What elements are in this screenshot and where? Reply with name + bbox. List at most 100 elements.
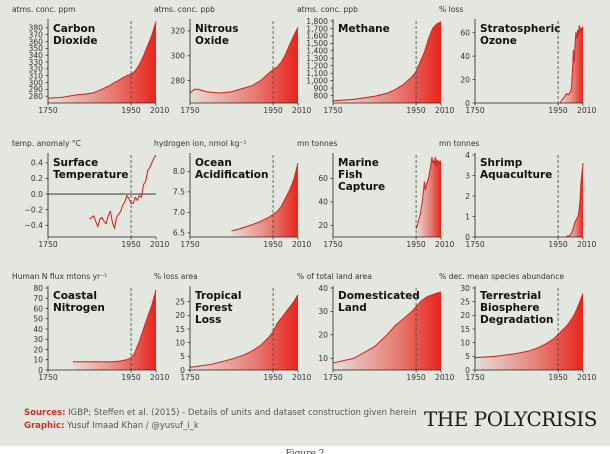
- x-tick-label: 2010: [577, 373, 596, 382]
- y-tick-label: 7.5: [173, 188, 185, 197]
- y-tick-label: 7.0: [173, 208, 185, 217]
- y-tick-label: 1,100: [306, 69, 328, 78]
- x-tick-label: 2010: [435, 373, 454, 382]
- y-tick-label: 0: [465, 233, 470, 242]
- y-tick-label: 15: [175, 325, 185, 334]
- y-tick-label: 1,300: [306, 54, 328, 63]
- chart-1: atms. conc. ppm2802903003103203303403503…: [12, 5, 169, 115]
- series-line: [47, 21, 157, 99]
- y-tick-label: 370: [29, 30, 44, 39]
- y-tick-label: 0.4: [31, 159, 43, 168]
- y-tick-label: 280: [171, 76, 186, 85]
- x-tick-label: 1950: [548, 106, 567, 115]
- series-area: [566, 163, 583, 237]
- x-tick-label: 1750: [323, 373, 342, 382]
- x-tick-label: 1950: [121, 373, 140, 382]
- unit-label: temp. anomaly °C: [12, 139, 81, 148]
- x-tick-label: 1950: [263, 106, 282, 115]
- y-tick-label: 15: [460, 325, 470, 334]
- graphic-text: Yusuf Imaad Khan / @yusuf_i_k: [67, 421, 199, 431]
- chart-title: Ocean Acidification: [195, 157, 268, 181]
- y-tick-label: 1,200: [306, 62, 328, 71]
- y-tick-label: 800: [314, 91, 329, 100]
- sources-label: Sources:: [24, 408, 66, 418]
- y-tick-label: 70: [33, 294, 43, 303]
- unit-label: % of total land area: [297, 272, 372, 281]
- y-tick-label: 0: [465, 99, 470, 108]
- x-tick-label: 1950: [121, 106, 140, 115]
- x-tick-label: 2010: [150, 240, 169, 249]
- y-tick-label: 30: [460, 284, 470, 293]
- chart-title: Terrestrial Biosphere Degradation: [480, 290, 554, 326]
- chart-8: mn tonnes 0 1 2 3 4 1750 1950 2010 Shrimp Aquacult…: [439, 139, 596, 249]
- y-tick-label: 20: [460, 311, 470, 320]
- series-line: [332, 291, 442, 364]
- y-tick-label: 350: [29, 44, 44, 53]
- y-tick-label: −0.2: [25, 205, 44, 214]
- y-tick-label: 1,500: [306, 39, 328, 48]
- series-line: [89, 154, 157, 229]
- y-tick-label: 10: [318, 354, 328, 363]
- x-tick-label: 1750: [465, 106, 484, 115]
- x-tick-label: 1950: [548, 373, 567, 382]
- x-tick-label: 1750: [180, 240, 199, 249]
- unit-label: mn tonnes: [297, 139, 338, 148]
- sources-text: IGBP; Steffen et al. (2015) - Details of…: [68, 408, 417, 418]
- series-line: [231, 163, 299, 232]
- y-tick-label: −0.4: [25, 221, 44, 230]
- series-line: [566, 163, 584, 237]
- y-tick-label: 30: [318, 307, 328, 316]
- series-line: [189, 294, 299, 368]
- chart-title: Stratospheric Ozone: [480, 23, 560, 47]
- x-tick-label: 2010: [435, 106, 454, 115]
- y-tick-label: 320: [29, 65, 44, 74]
- x-tick-label: 1950: [263, 373, 282, 382]
- chart-title: Surface Temperature: [53, 157, 129, 181]
- chart-title: Nitrous Oxide: [195, 23, 239, 47]
- x-tick-label: 1750: [323, 106, 342, 115]
- y-tick-label: 20: [460, 75, 470, 84]
- chart-title: Tropical Forest Loss: [195, 290, 241, 326]
- x-tick-label: 1950: [121, 240, 140, 249]
- y-tick-label: 40: [460, 52, 470, 61]
- chart-5: temp. anomaly °C −0.4 −0.2 0.0 0.2 0.4 1750 195…: [12, 139, 169, 249]
- y-tick-label: 40: [318, 198, 328, 207]
- y-tick-label: 340: [29, 51, 44, 60]
- y-tick-label: 10: [175, 338, 185, 347]
- y-tick-label: 0: [465, 366, 470, 375]
- y-tick-label: 900: [314, 84, 329, 93]
- chart-title: Domesticated Land: [338, 290, 420, 314]
- series-line: [332, 21, 442, 102]
- y-tick-label: 4: [465, 151, 470, 160]
- y-tick-label: 5: [465, 352, 470, 361]
- y-tick-label: 60: [460, 29, 470, 38]
- chart-2: atms. conc. ppb 280 300 320 1750 1950 2010 Nitr…: [154, 5, 311, 115]
- chart-12: % dec. mean species abundance 0 5 10 15 20 25 3…: [439, 272, 596, 382]
- y-tick-label: 80: [33, 284, 43, 293]
- chart-title: Coastal Nitrogen: [53, 290, 105, 314]
- small-multiples-charts: atms. conc. ppm2802903003103203303403503…: [12, 5, 596, 382]
- y-tick-label: 1: [465, 212, 470, 221]
- series-area: [333, 21, 441, 104]
- polycrisis-logo: THE POLYCRISIS: [424, 407, 598, 431]
- x-tick-label: 1950: [548, 240, 567, 249]
- x-tick-label: 2010: [292, 373, 311, 382]
- y-tick-label: 330: [29, 58, 44, 67]
- x-tick-label: 1950: [406, 106, 425, 115]
- y-tick-label: 300: [29, 78, 44, 87]
- series-line: [415, 156, 442, 229]
- series-area: [48, 21, 156, 104]
- series-area: [475, 293, 583, 370]
- y-tick-label: 1,700: [306, 24, 328, 33]
- y-tick-label: 10: [33, 356, 43, 365]
- y-tick-label: 60: [33, 304, 43, 313]
- y-tick-label: 1,600: [306, 32, 328, 41]
- x-tick-label: 2010: [435, 240, 454, 249]
- y-tick-label: 25: [460, 297, 470, 306]
- unit-label: atms. conc. ppb: [297, 5, 358, 14]
- y-tick-label: 1,800: [306, 17, 328, 26]
- unit-label: atms. conc. ppm: [12, 5, 76, 14]
- series-area: [416, 157, 441, 237]
- y-tick-label: 6.5: [173, 229, 185, 238]
